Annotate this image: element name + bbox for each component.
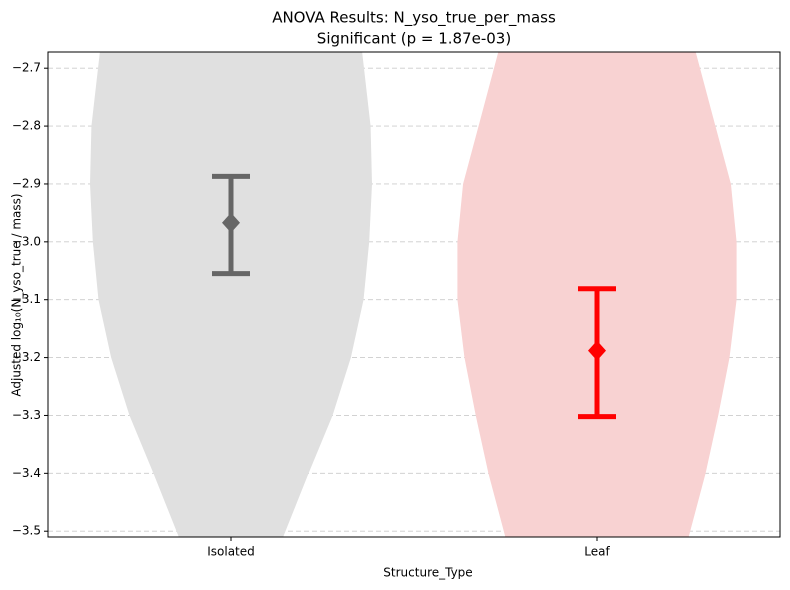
y-tick-label: −3.3: [12, 408, 41, 422]
violins: [90, 52, 737, 537]
x-axis-label: Structure_Type: [383, 566, 472, 580]
y-tick-label: −3.0: [12, 234, 41, 248]
y-tick-label: −2.9: [12, 176, 41, 190]
y-tick-label: −3.2: [12, 350, 41, 364]
y-tick-label: −2.7: [12, 61, 41, 75]
x-tick-label: Leaf: [584, 545, 610, 559]
x-tick-label: Isolated: [207, 545, 255, 559]
y-tick-label: −3.4: [12, 466, 41, 480]
plot-frame: [47, 51, 781, 538]
y-axis-label: Adjusted log₁₀(N_yso_true / mass): [10, 193, 24, 396]
y-tick-label: −2.8: [12, 119, 41, 133]
chart-title: ANOVA Results: N_yso_true_per_mass: [272, 9, 556, 28]
mean-marker: [222, 212, 240, 233]
violin: [90, 52, 372, 537]
y-tick-label: −3.5: [12, 524, 41, 538]
marks: [212, 173, 616, 420]
chart-subtitle: Significant (p = 1.87e-03): [317, 30, 511, 48]
mean-marker: [588, 340, 606, 361]
y-tick-label: −3.1: [12, 292, 41, 306]
